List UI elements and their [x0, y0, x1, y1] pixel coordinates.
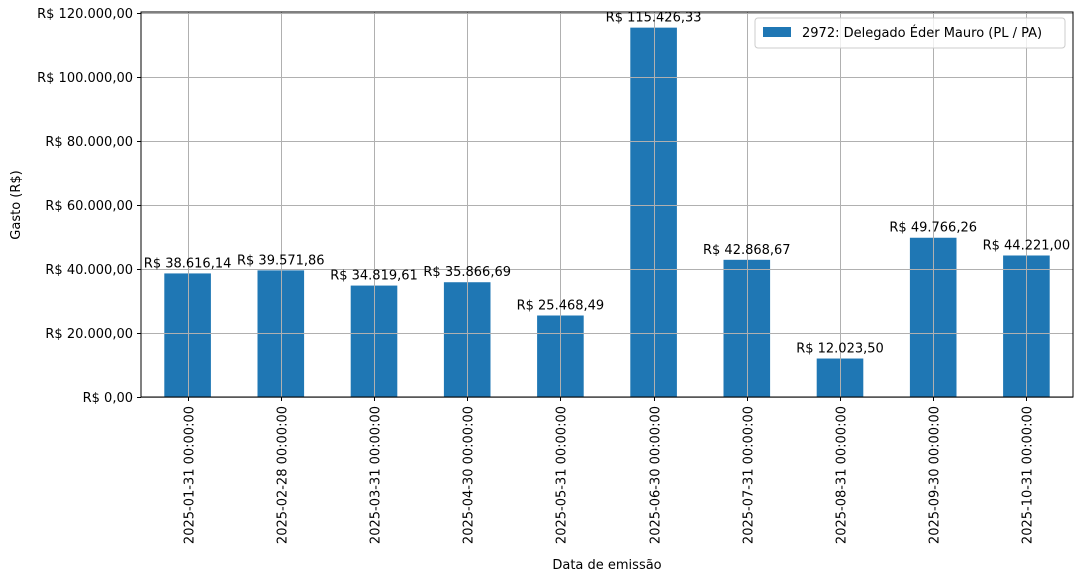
bar	[723, 259, 771, 397]
y-tick-label: R$ 120.000,00	[37, 7, 133, 22]
bar-value-label: R$ 34.819,61	[330, 269, 418, 284]
x-tick-label: 2025-03-31 00:00:00	[369, 406, 384, 544]
bar-value-label: R$ 25.468,49	[517, 299, 605, 314]
plot-area-frame	[140, 11, 1074, 398]
y-tick-label: R$ 80.000,00	[45, 135, 133, 150]
bar-value-label: R$ 12.023,50	[796, 342, 884, 357]
bar-value-label: R$ 44.221,00	[983, 238, 1071, 253]
bar	[164, 273, 211, 397]
bar-series	[164, 27, 1050, 398]
bar-value-label: R$ 49.766,26	[889, 221, 977, 236]
y-tick-label: R$ 20.000,00	[45, 327, 133, 342]
y-tick-label: R$ 0,00	[83, 391, 133, 406]
x-axis-label: Data de emissão	[552, 558, 661, 573]
y-tick-label: R$ 60.000,00	[45, 199, 133, 214]
y-axis-ticks: R$ 0,00 R$ 20.000,00 R$ 40.000,00 R$ 60.000…	[37, 7, 141, 406]
x-tick-label: 2025-02-28 00:00:00	[276, 406, 291, 544]
legend-swatch-icon	[763, 27, 791, 37]
bar-value-label: R$ 35.866,69	[423, 265, 511, 280]
bar-value-label: R$ 39.571,86	[237, 253, 325, 268]
x-tick-label: 2025-08-31 00:00:00	[835, 406, 850, 544]
x-tick-label: 2025-04-30 00:00:00	[462, 406, 477, 544]
legend-frame	[754, 17, 1066, 49]
y-tick-label: R$ 40.000,00	[45, 263, 133, 278]
y-tick-label: R$ 100.000,00	[37, 71, 133, 86]
bar-value-label: R$ 42.868,67	[703, 243, 791, 258]
bar-value-label: R$ 115.426,33	[606, 11, 702, 26]
y-axis-label: Gasto (R$)	[9, 170, 24, 239]
x-tick-label: 2025-05-31 00:00:00	[555, 406, 570, 544]
x-tick-label: 2025-10-31 00:00:00	[1021, 406, 1036, 544]
legend-label: 2972: Delegado Éder Mauro (PL / PA)	[802, 25, 1042, 41]
x-tick-label: 2025-09-30 00:00:00	[928, 406, 943, 544]
x-axis-ticks: 2025-01-31 00:00:00 2025-02-28 00:00:00 20…	[183, 397, 1036, 544]
x-tick-label: 2025-01-31 00:00:00	[183, 406, 198, 544]
bar-value-label: R$ 38.616,14	[144, 256, 232, 271]
x-tick-label: 2025-06-30 00:00:00	[649, 406, 664, 544]
bar	[630, 27, 677, 398]
x-tick-label: 2025-07-31 00:00:00	[742, 406, 757, 544]
legend: 2972: Delegado Éder Mauro (PL / PA)	[754, 17, 1066, 49]
bar-value-labels: R$ 38.616,14 R$ 39.571,86 R$ 34.819,61 R$ 3…	[144, 11, 1070, 357]
